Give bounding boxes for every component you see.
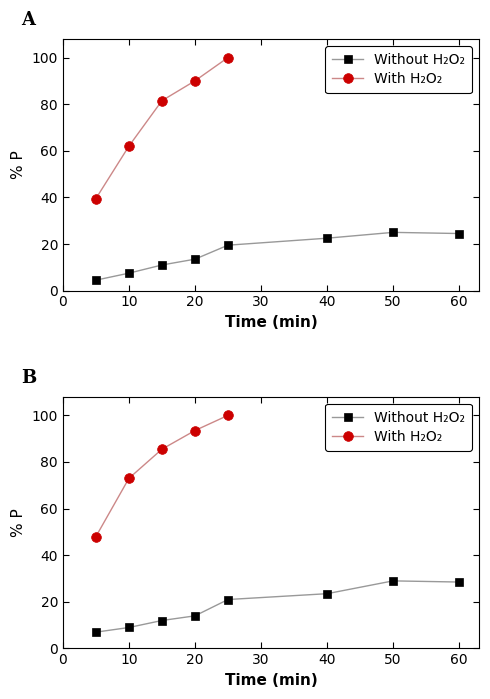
X-axis label: Time (min): Time (min) [224, 673, 317, 688]
X-axis label: Time (min): Time (min) [224, 315, 317, 330]
Legend: Without H₂O₂, With H₂O₂: Without H₂O₂, With H₂O₂ [325, 46, 472, 93]
Text: B: B [21, 368, 37, 387]
Legend: Without H₂O₂, With H₂O₂: Without H₂O₂, With H₂O₂ [325, 404, 472, 451]
Text: A: A [21, 10, 35, 29]
Y-axis label: % P: % P [11, 508, 26, 537]
Y-axis label: % P: % P [11, 150, 26, 179]
